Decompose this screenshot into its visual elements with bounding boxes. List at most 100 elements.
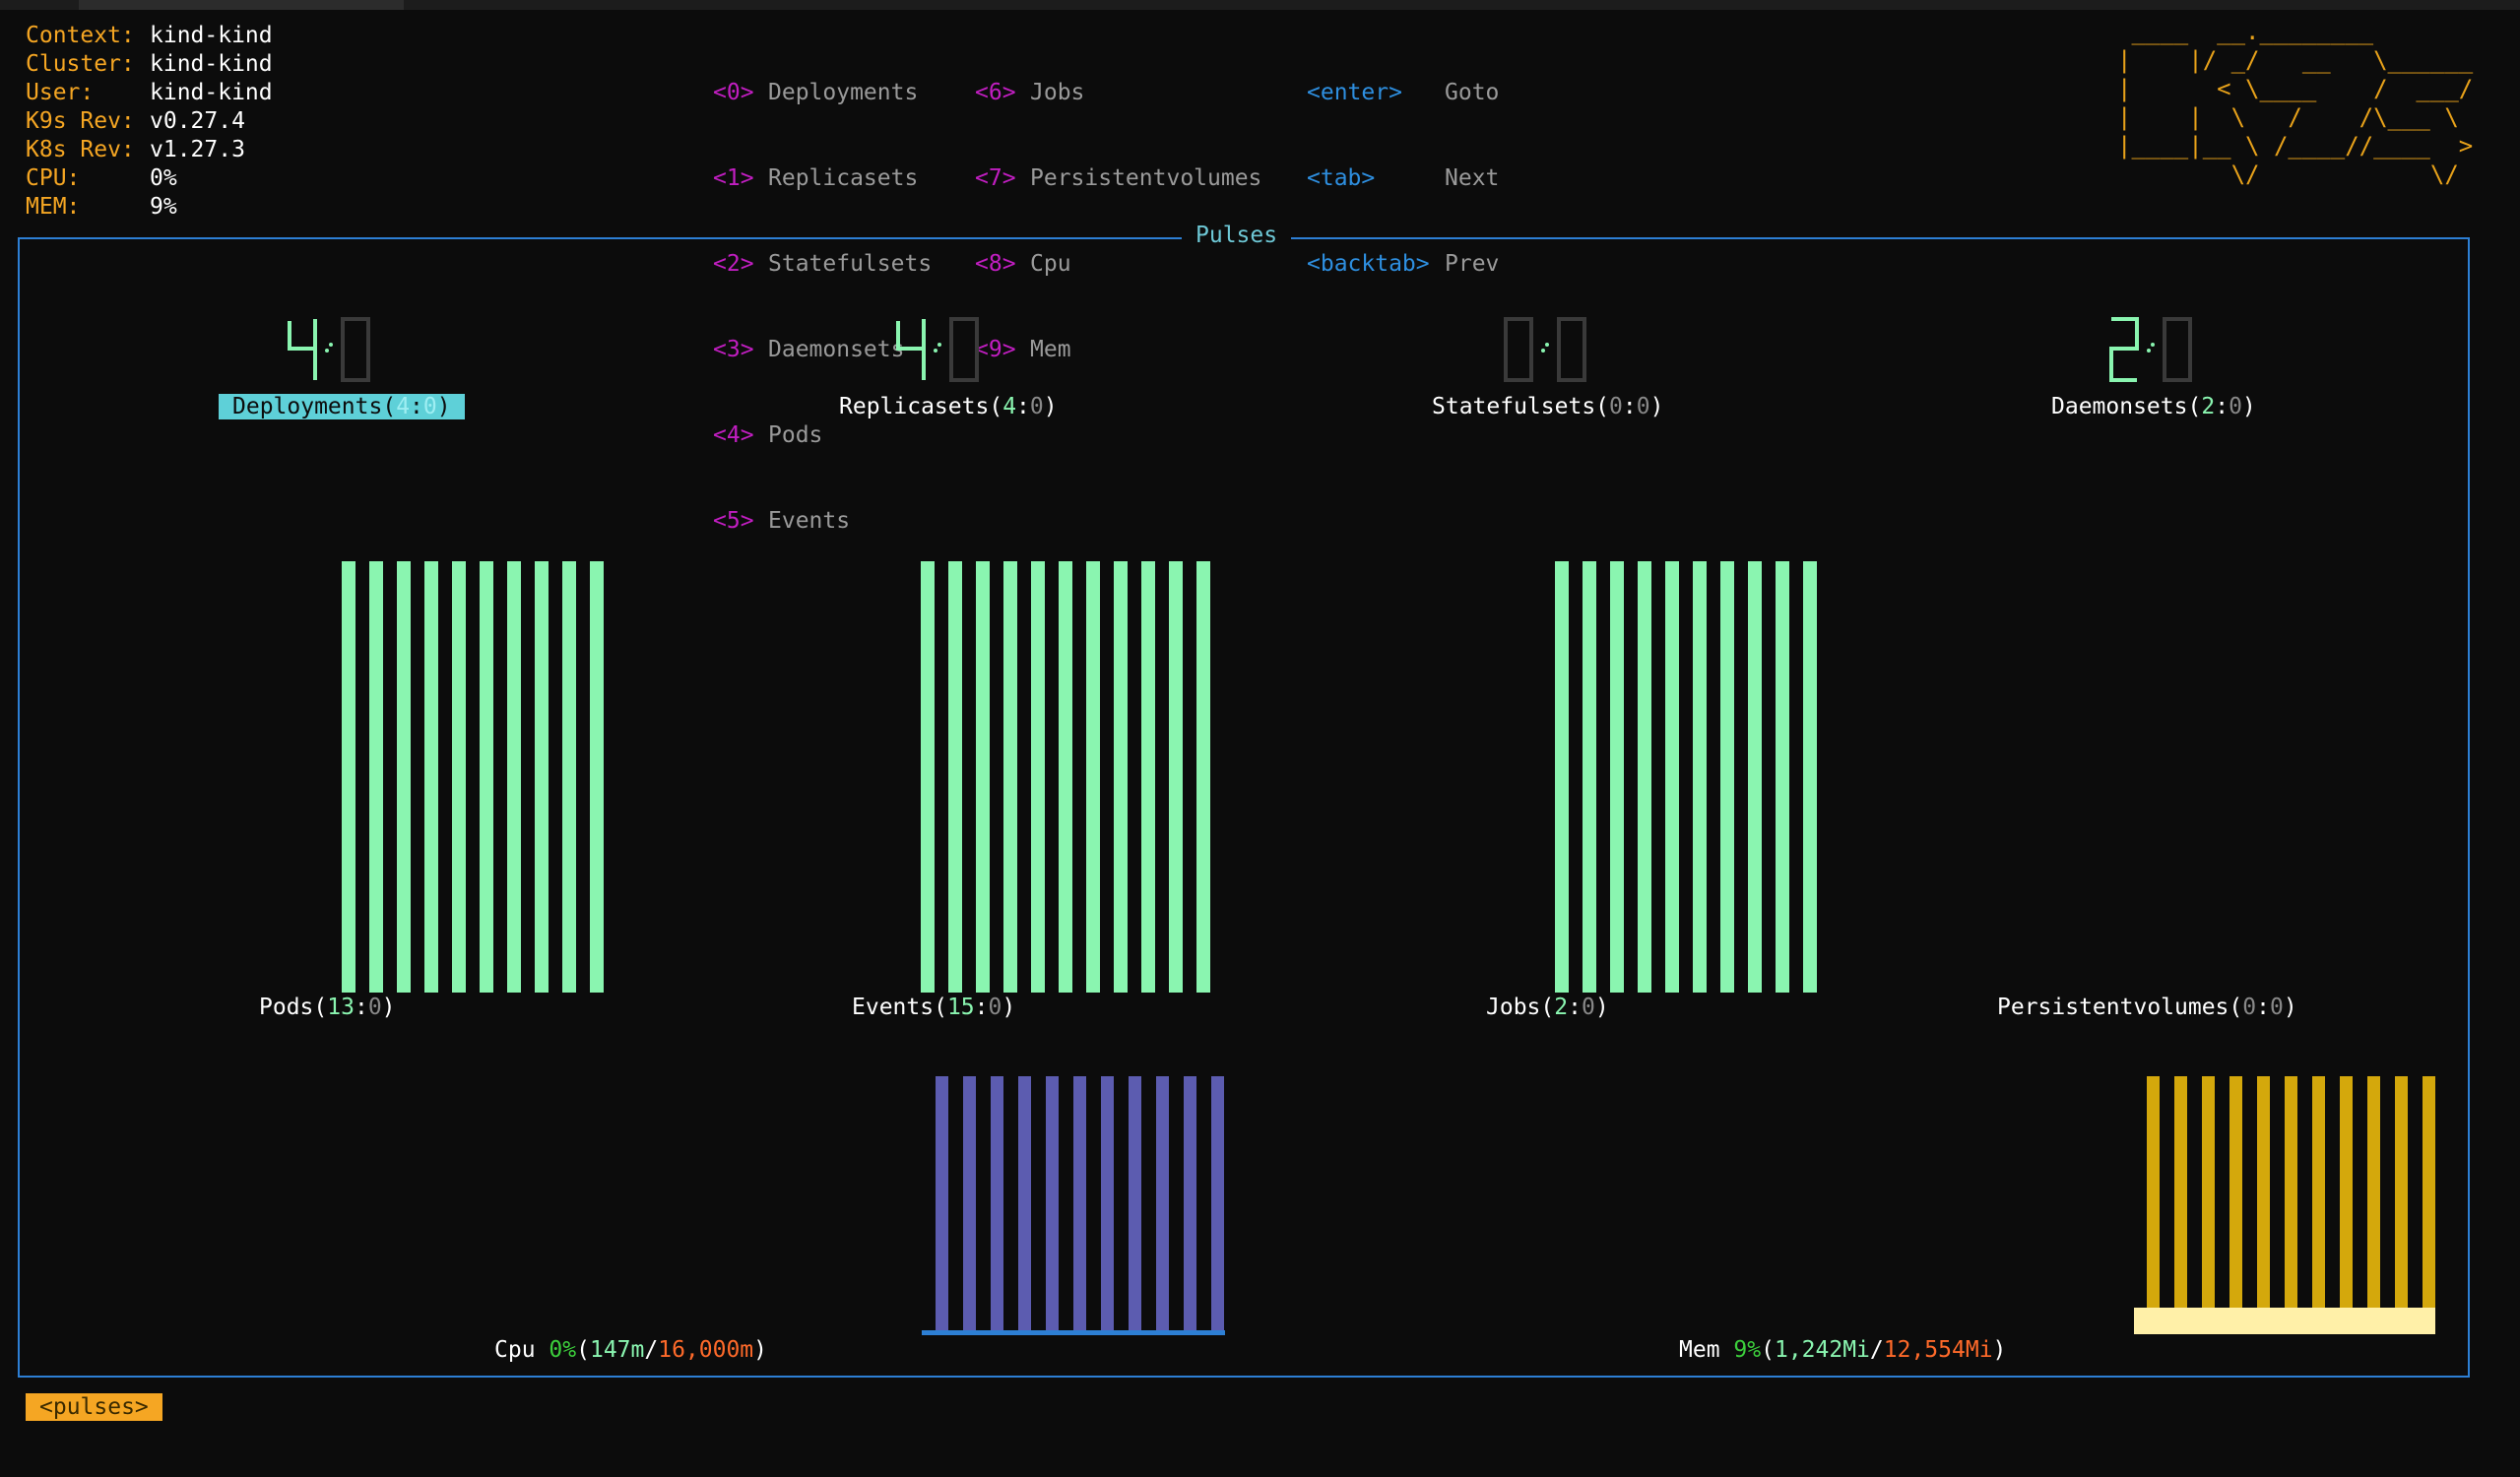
sparkline-bar — [1638, 561, 1651, 993]
gauge-label-replicasets[interactable]: Replicasets(4:0) — [839, 394, 1058, 419]
menu-item-deployments[interactable]: <0> Deployments — [713, 80, 919, 105]
gauge-digits — [1504, 317, 1586, 382]
nav-goto[interactable]: <enter> Goto — [1307, 80, 1500, 105]
sparkline-label-pods[interactable]: Pods(13:0) — [259, 995, 396, 1020]
nav-hints: <enter> Goto <tab> Next <backtab> Prev — [1307, 22, 1499, 307]
info-k8s-rev: K8s Rev: v1.27.3 — [26, 137, 245, 162]
menu-item-daemonsets[interactable]: <3> Daemonsets — [713, 337, 905, 362]
info-k9s-rev: K9s Rev: v0.27.4 — [26, 108, 245, 134]
sparkline-bar — [1141, 561, 1155, 993]
sparkline-bar — [1059, 561, 1072, 993]
menu-item-events[interactable]: <5> Events — [713, 508, 851, 534]
sparkline-bar — [590, 561, 604, 993]
sparkline-bar — [976, 561, 990, 993]
sparkline-bar — [1184, 1076, 1196, 1334]
info-cpu: CPU: 0% — [26, 165, 177, 191]
info-mem: MEM: 9% — [26, 194, 177, 220]
sparkline-bar — [1665, 561, 1679, 993]
gauge-label-deployments[interactable]: Deployments(4:0) — [219, 394, 465, 419]
sparkline-bar — [424, 561, 438, 993]
events-sparkline — [921, 561, 1224, 993]
pulses-title: Pulses — [1182, 223, 1292, 248]
statefulsets-gauge — [1502, 315, 1590, 386]
sparkline-bar — [1803, 561, 1817, 993]
gauge-digits — [896, 317, 979, 382]
sparkline-bar — [1211, 1076, 1224, 1334]
sparkline-bar — [397, 561, 411, 993]
sparkline-label-events[interactable]: Events(15:0) — [852, 995, 1016, 1020]
sparkline-bar — [1018, 1076, 1031, 1334]
cpu-label[interactable]: Cpu 0%(147m/16,000m) — [494, 1337, 768, 1363]
sparkline-bar — [991, 1076, 1003, 1334]
sparkline-bar — [936, 1076, 948, 1334]
cluster-info: Context: kind-kind Cluster: kind-kind User… — [26, 22, 273, 222]
sparkline-bar — [1169, 561, 1183, 993]
deployments-gauge — [286, 315, 374, 386]
sparkline-bar — [1720, 561, 1734, 993]
menu-item-persistentvolumes[interactable]: <7> Persistentvolumes — [975, 165, 1262, 191]
mem-baseline — [2134, 1308, 2435, 1334]
sparkline-bar — [2229, 1076, 2242, 1334]
sparkline-bar — [2257, 1076, 2270, 1334]
sparkline-bar — [507, 561, 521, 993]
sparkline-bar — [562, 561, 576, 993]
menu-item-replicasets[interactable]: <1> Replicasets — [713, 165, 919, 191]
sparkline-bar — [1073, 1076, 1086, 1334]
gauge-digits — [2109, 317, 2192, 382]
sparkline-bar — [2367, 1076, 2380, 1334]
sparkline-bar — [342, 561, 355, 993]
daemonsets-gauge — [2107, 315, 2196, 386]
sparkline-bar — [369, 561, 383, 993]
sparkline-bar — [1086, 561, 1100, 993]
sparkline-bar — [1031, 561, 1045, 993]
cpu-baseline — [922, 1330, 1225, 1335]
nav-prev[interactable]: <backtab> Prev — [1307, 251, 1500, 277]
sparkline-bar — [1046, 1076, 1059, 1334]
menu-item-cpu[interactable]: <8> Cpu — [975, 251, 1071, 277]
gauge-digits — [288, 317, 370, 382]
gauge-label-statefulsets[interactable]: Statefulsets(0:0) — [1432, 394, 1664, 419]
pods-sparkline — [342, 561, 617, 993]
shortcut-menu-2: <6> Jobs <7> Persistentvolumes <8> Cpu <9> M… — [975, 22, 1261, 393]
sparkline-bar — [535, 561, 549, 993]
sparkline-bar — [1196, 561, 1210, 993]
sparkline-bar — [1129, 1076, 1141, 1334]
nav-next[interactable]: <tab> Next — [1307, 165, 1500, 191]
sparkline-bar — [480, 561, 493, 993]
sparkline-label-jobs[interactable]: Jobs(2:0) — [1486, 995, 1609, 1020]
sparkline-bar — [1114, 561, 1128, 993]
cpu-sparkline — [936, 1076, 1239, 1334]
sparkline-bar — [452, 561, 466, 993]
window-titlebar — [0, 0, 2520, 10]
sparkline-bar — [2285, 1076, 2297, 1334]
sparkline-bar — [2395, 1076, 2408, 1334]
sparkline-bar — [2340, 1076, 2353, 1334]
mem-label[interactable]: Mem 9%(1,242Mi/12,554Mi) — [1679, 1337, 2007, 1363]
sparkline-bar — [1748, 561, 1762, 993]
sparkline-bar — [2312, 1076, 2325, 1334]
sparkline-bar — [1003, 561, 1017, 993]
sparkline-bar — [1156, 1076, 1169, 1334]
menu-item-pods[interactable]: <4> Pods — [713, 422, 823, 448]
sparkline-bar — [948, 561, 962, 993]
info-context: Context: kind-kind — [26, 23, 273, 48]
k9s-logo: ____ __.________ | |/ _/ __ \______ | < … — [2117, 18, 2474, 188]
gauge-label-daemonsets[interactable]: Daemonsets(2:0) — [2051, 394, 2256, 419]
sparkline-bar — [1610, 561, 1624, 993]
sparkline-label-persistentvolumes[interactable]: Persistentvolumes(0:0) — [1997, 995, 2297, 1020]
sparkline-bar — [2202, 1076, 2215, 1334]
terminal-tab[interactable] — [79, 0, 404, 10]
breadcrumb-pulses[interactable]: <pulses> — [26, 1393, 162, 1421]
menu-item-statefulsets[interactable]: <2> Statefulsets — [713, 251, 933, 277]
sparkline-bar — [1101, 1076, 1114, 1334]
sparkline-bar — [921, 561, 935, 993]
info-user: User: kind-kind — [26, 80, 273, 105]
menu-item-mem[interactable]: <9> Mem — [975, 337, 1071, 362]
sparkline-bar — [1555, 561, 1569, 993]
shortcut-menu-1: <0> Deployments <1> Replicasets <2> Statefu… — [713, 22, 932, 564]
mem-sparkline — [2147, 1076, 2450, 1334]
sparkline-bar — [2147, 1076, 2160, 1334]
sparkline-bar — [1776, 561, 1789, 993]
info-cluster: Cluster: kind-kind — [26, 51, 273, 77]
menu-item-jobs[interactable]: <6> Jobs — [975, 80, 1085, 105]
